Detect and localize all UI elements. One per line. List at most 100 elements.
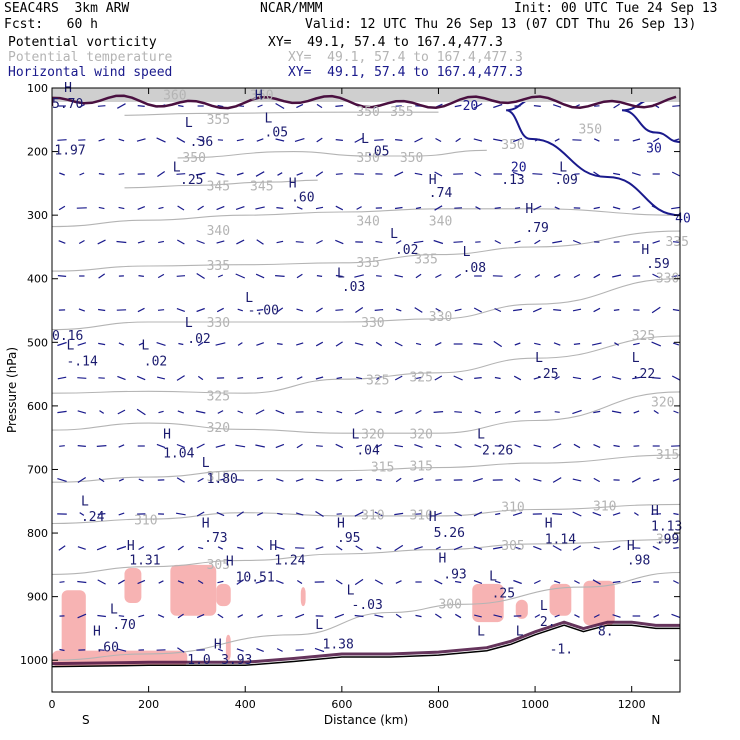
pv-label: L [463,245,471,260]
pv-label: .95 [337,531,360,546]
wind-vector [534,274,541,278]
wind-vector [514,410,521,414]
wind-vector [257,104,263,108]
wind-vector [316,239,323,245]
wind-vector [652,273,661,279]
wind-vector [435,273,442,279]
y-tick-label: 900 [27,591,48,604]
wind-vector [256,545,264,551]
wind-vector [612,580,621,584]
wind-vector [494,410,501,414]
wind-vector [672,105,680,107]
wind-vector [196,443,205,449]
y-tick-label: 200 [27,146,48,159]
wind-vector [612,614,621,618]
wind-vector [216,307,224,313]
wind-vector [473,103,483,109]
theta-label: 350 [501,138,524,153]
pv-label: .60 [291,190,314,205]
theta-contour-305 [52,538,680,575]
wind-vector [217,104,224,108]
wind-vector [395,240,402,244]
wind-vector [573,343,581,345]
wind-vector [77,613,87,619]
theta-label: 335 [414,253,437,268]
pv-label: L [489,569,497,584]
wind-vector [374,309,384,311]
wind-vector [415,273,422,279]
wind-vector [196,138,205,142]
wind-vector [473,546,483,550]
wind-vector [552,240,563,244]
wind-vector [197,477,204,483]
x-tick-label: 400 [235,698,256,711]
wind-vector [613,444,620,448]
wind-vector [572,545,582,551]
wind-vector [335,309,344,311]
wind-vector [554,411,560,413]
wind-vector [57,275,67,277]
wind-vector [296,206,303,210]
pv-label: 2.26 [482,443,513,458]
wind-vector [335,139,343,141]
pv-label: L [347,583,355,598]
theta-label: 350 [400,151,423,166]
wind-vector [316,410,323,414]
pv-label: H [255,89,263,104]
wind-vector [97,239,106,245]
theta-contour-335 [52,230,680,272]
wind-vector [394,410,403,414]
wind-vector [237,342,243,346]
wind-vector [136,408,146,416]
wind-vector [374,579,383,585]
theta-label: 350 [356,151,379,166]
theta-label: 310 [409,508,432,523]
wind-vector [394,512,404,516]
theta-label: 360 [163,89,186,104]
wind-vector [512,171,523,177]
wind-vector [631,172,641,176]
wind-vector [475,206,481,210]
theta-label: 335 [207,259,230,274]
wind-vector [513,137,523,143]
wind-vector [454,411,462,413]
pv-label: L [185,116,193,131]
x-axis-label: Distance (km) [324,713,408,727]
wind-vector [176,308,186,312]
wind-vector [296,172,303,176]
pv-label: 2. [540,615,556,630]
wind-vector [275,580,284,584]
wind-vector [533,478,542,482]
wind-vector [316,445,323,447]
wind-vector [277,512,283,516]
pv-label: L [632,351,640,366]
wind-vector [77,476,87,484]
pv-label: 1.14 [545,532,576,547]
pv-label: .13 [501,173,524,188]
forecast-hour: Fcst: 60 h [4,17,98,32]
wind-vector [572,409,582,415]
pv-label: .22 [632,367,655,382]
wind-vector [494,580,501,584]
wind-vector [513,579,522,585]
wind-vector [593,444,601,448]
wind-vector [335,579,343,585]
wind-vector [514,546,521,550]
wind-vector [453,375,463,381]
wind-vector [514,207,521,209]
wind-vector [275,546,285,550]
wind-vector [235,206,245,210]
wind-vector [137,206,146,210]
wind-vector [415,409,422,415]
wind-vector [235,273,246,279]
wind-vector [552,477,562,483]
wind-vector [176,375,185,381]
pv-label: L [110,602,118,617]
wind-vector [138,614,145,618]
wind-vector [593,410,601,414]
wind-vector [118,206,125,210]
wind-vector [118,342,125,346]
pv-label: H [429,510,437,525]
wind-vector [335,239,344,245]
y-tick-label: 400 [27,273,48,286]
